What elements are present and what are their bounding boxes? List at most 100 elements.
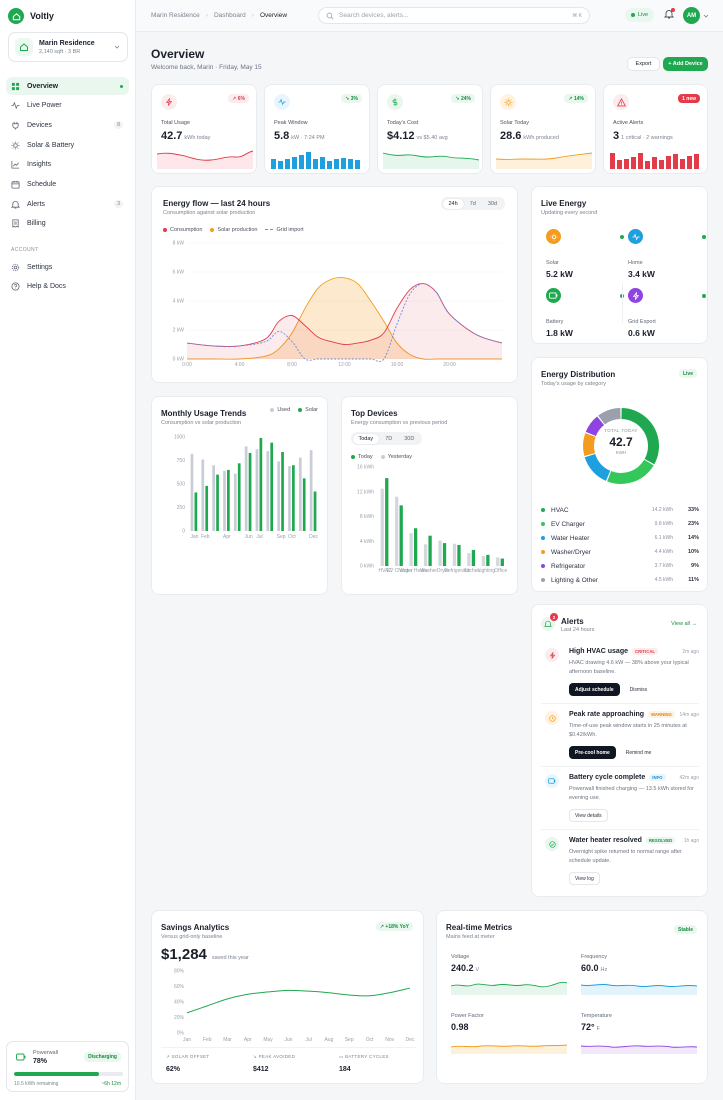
nav-item-alerts[interactable]: Alerts 3 [6, 195, 129, 213]
nav-item-schedule[interactable]: Schedule [6, 175, 129, 193]
kpi-card-todays-cost[interactable]: ↘ 24% Today's Cost $4.12 vs $5.40 avg [377, 84, 483, 174]
live-item-battery[interactable]: Battery 1.8 kW [546, 288, 624, 342]
notifications-button[interactable] [663, 8, 675, 21]
chevron-down-icon [114, 45, 120, 49]
breadcrumb-item[interactable]: Dashboard [213, 12, 246, 19]
remind-me-button[interactable]: Remind me [619, 746, 658, 759]
dismiss-button[interactable]: Dismiss [623, 683, 654, 696]
y-tick-label: 6 kW [173, 270, 185, 276]
alert-item[interactable]: Peak rate approaching WARNING 14m ago Tim… [541, 710, 699, 759]
chevron-down-icon[interactable] [703, 13, 709, 19]
distribution-row[interactable]: Lighting & Other 4.5 kWh 11% [541, 574, 699, 586]
kpi-badge-text: 6% [237, 95, 245, 102]
search-bar[interactable]: ⌘ K [318, 7, 590, 24]
range-selector: 24h 7d 30d [441, 197, 505, 210]
alert-item[interactable]: Water heater resolved RESOLVED 1h ago Ove… [541, 836, 699, 885]
x-tick-label: Feb [201, 534, 210, 540]
export-button[interactable]: Export [627, 57, 660, 71]
nav-item-live-power[interactable]: Live Power [6, 97, 129, 115]
stat-label-text: PEAK AVOIDED [258, 1054, 296, 1059]
savings-amount: $1,284 saved this year [161, 946, 249, 963]
monthly-chart: 0 250 500 750 1000 Jan Feb Apr Jun Jul Sep Oct Dec [174, 435, 319, 541]
kpi-unit: kWh produced [523, 135, 559, 141]
search-shortcut: ⌘ K [572, 12, 582, 19]
adjust-schedule-button[interactable]: Adjust schedule [569, 683, 620, 696]
metric-voltage[interactable]: Voltage 240.2 V [450, 954, 569, 997]
metric-power-factor[interactable]: Power Factor 0.98 [450, 1013, 569, 1056]
tab-30d[interactable]: 30d [487, 200, 497, 207]
live-item-solar[interactable]: Solar 5.2 kW [546, 229, 624, 283]
x-tick-label: Kitchen [464, 568, 481, 574]
kpi-card-solar-today[interactable]: ↗ 14% Solar Today 28.6 kWh produced [490, 84, 596, 174]
kpi-value: 42.7 kWh today [161, 130, 210, 142]
activity-icon [274, 94, 290, 110]
y-tick-label: 16 kWh [357, 465, 374, 471]
bar-yesterday [409, 533, 413, 566]
legend-item: Solar [298, 407, 318, 413]
nav-item-billing[interactable]: Billing [6, 215, 129, 233]
avatar[interactable]: AM [683, 7, 700, 24]
battery-icon [546, 288, 561, 303]
y-tick-label: 500 [177, 482, 186, 488]
kpi-label: Total Usage [161, 120, 191, 126]
view-details-button[interactable]: View details [569, 809, 608, 822]
view-all-link[interactable]: View all → [671, 621, 697, 627]
metric-label: Power Factor [451, 1013, 484, 1019]
nav-item-help[interactable]: Help & Docs [6, 278, 129, 296]
nav-item-settings[interactable]: Settings [6, 258, 129, 276]
tab-7d[interactable]: 7D [385, 435, 393, 442]
search-input[interactable] [339, 12, 568, 19]
legend-dot [541, 522, 545, 526]
live-item-label: Battery [546, 319, 564, 325]
bar-used [266, 451, 270, 531]
tab-24h[interactable]: 24h [442, 198, 464, 209]
alert-tag-critical: CRITICAL [632, 647, 659, 655]
distribution-row[interactable]: Washer/Dryer 4.4 kWh 10% [541, 546, 699, 558]
pre-cool-button[interactable]: Pre-cool home [569, 746, 616, 759]
powerwall-card[interactable]: Powerwall 78% Discharging 10.5 kWh remai… [6, 1041, 129, 1092]
nav-item-insights[interactable]: Insights [6, 156, 129, 174]
tab-today[interactable]: Today [352, 433, 380, 444]
monthly-legend: Used Solar [270, 407, 318, 413]
x-tick-label: Aug [324, 1037, 333, 1043]
home-selector[interactable]: Marin Residence 2,140 sqft · 3 BR [8, 32, 128, 62]
live-item-value: 3.4 kW [628, 269, 655, 279]
nav-item-overview[interactable]: Overview [6, 77, 129, 95]
tab-7d[interactable]: 7d [469, 200, 476, 207]
live-label: Live [638, 12, 649, 18]
live-item-home[interactable]: Home 3.4 kW [628, 229, 706, 283]
kpi-badge-text: 3% [350, 95, 358, 102]
stat-battery-cycles: ▭ BATTERY CYCLES 184 [339, 1054, 389, 1073]
kpi-card-total-usage[interactable]: ↗ 6% Total Usage 42.7 kWh today [151, 84, 257, 174]
bar-today [385, 478, 389, 566]
alert-item[interactable]: High HVAC usage CRITICAL 2m ago HVAC draw… [541, 647, 699, 696]
logo[interactable]: Voltly [8, 8, 54, 24]
x-tick-label: Jul [305, 1037, 311, 1043]
chart-line-icon [11, 161, 20, 169]
home-details: 2,140 sqft · 3 BR [39, 48, 81, 55]
y-tick-label: 4 kWh [360, 539, 374, 545]
kpi-unit: 1 critical · 2 warnings [621, 135, 673, 141]
tab-30d[interactable]: 30D [404, 435, 415, 442]
breadcrumb-item[interactable]: Marin Residence [151, 12, 200, 19]
nav-item-solar-battery[interactable]: Solar & Battery [6, 136, 129, 154]
alert-description: Overnight spike returned to normal range… [569, 849, 682, 864]
kpi-card-peak-window[interactable]: ↘ 3% Peak Window 5.8 kW · 7:24 PM [264, 84, 370, 174]
bar-solar [194, 492, 198, 531]
bar-yesterday [438, 540, 442, 566]
distribution-row[interactable]: Refrigerator 3.7 kWh 9% [541, 560, 699, 572]
distribution-row[interactable]: HVAC 14.2 kWh 33% [541, 504, 699, 516]
topbar: Marin Residence › Dashboard › Overview ⌘… [136, 0, 723, 32]
view-log-button[interactable]: View log [569, 872, 600, 885]
live-item-grid-export[interactable]: Grid Export 0.6 kW [628, 288, 706, 342]
distribution-row[interactable]: EV Charger 9.8 kWh 23% [541, 518, 699, 530]
status-dot [620, 235, 624, 239]
metric-frequency[interactable]: Frequency 60.0 Hz [580, 954, 699, 997]
distribution-row[interactable]: Water Heater 6.1 kWh 14% [541, 532, 699, 544]
metric-temperature[interactable]: Temperature 72° F [580, 1013, 699, 1056]
nav-item-devices[interactable]: Devices 8 [6, 116, 129, 134]
add-device-button[interactable]: + Add Device [663, 57, 708, 71]
alert-item[interactable]: Battery cycle complete INFO 42m ago Power… [541, 773, 699, 822]
live-energy-card: Live Energy Updating every second Solar … [531, 186, 708, 344]
